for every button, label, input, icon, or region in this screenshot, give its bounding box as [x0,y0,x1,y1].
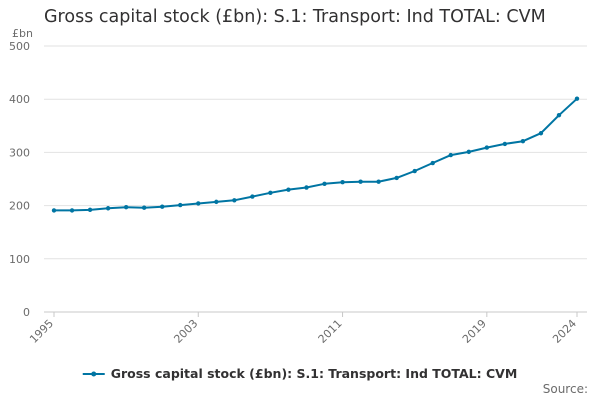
legend-swatch-marker [91,371,97,377]
legend-item: Gross capital stock (£bn): S.1: Transpor… [82,366,518,381]
data-point [430,160,435,166]
y-tick-label: 300 [9,146,30,159]
data-point [574,96,580,101]
chart-title: Gross capital stock (£bn): S.1: Transpor… [44,7,546,27]
data-point [123,204,129,210]
y-tick-label: 0 [23,306,30,319]
x-tick-label: 1995 [27,317,56,346]
data-point [376,179,381,184]
data-point [412,168,417,174]
data-point [141,205,147,210]
x-tick-label: 2024 [550,317,579,346]
data-point [286,187,291,192]
data-point [556,112,562,118]
gridlines [44,45,587,260]
data-point [358,179,363,184]
tick-labels: 0 100 200 300 400 500 1995 2003 2011 2019 2024 [9,40,579,346]
data-point [250,194,255,199]
data-point [160,204,165,209]
data-point [196,201,201,206]
data-point [69,208,75,213]
x-tick-label: 2019 [460,317,489,346]
data-point [448,152,453,158]
data-point [51,208,57,213]
source-label[interactable]: Source: [542,382,588,396]
data-point [466,149,471,155]
series-layer [51,96,580,213]
x-tick-label: 2011 [316,317,345,346]
legend-label: Gross capital stock (£bn): S.1: Transpor… [111,366,518,381]
data-point [322,181,327,186]
data-point [538,131,544,136]
legend: Gross capital stock (£bn): S.1: Transpor… [82,366,518,381]
data-point [232,198,237,203]
y-axis-label: £bn [12,27,33,40]
y-tick-label: 200 [9,200,30,213]
data-point [268,190,273,196]
y-tick-label: 100 [9,253,30,266]
data-point [304,185,309,190]
data-point [105,206,111,211]
data-point [340,179,345,185]
x-tick-label: 2003 [171,317,200,346]
axes [44,311,587,317]
data-point [214,199,219,205]
data-point [502,141,508,147]
y-tick-label: 500 [9,40,30,53]
data-point [484,145,490,150]
y-tick-label: 400 [9,93,30,106]
data-point [178,202,183,208]
data-point [87,207,93,213]
data-point [520,139,526,144]
data-point [394,175,399,181]
series-line [54,97,578,212]
